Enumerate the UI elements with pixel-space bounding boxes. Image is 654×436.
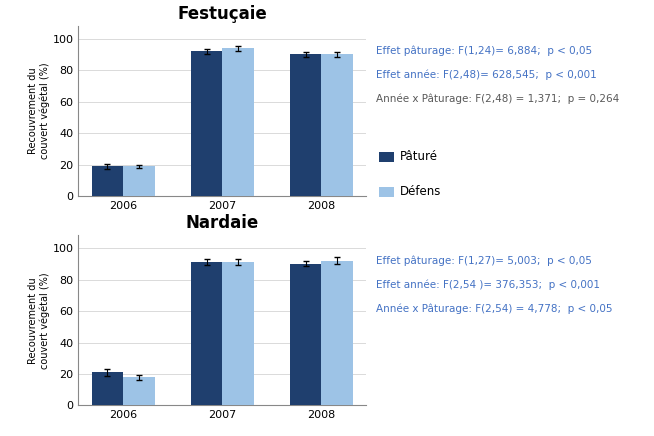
Bar: [322, 54, 353, 196]
Text: Année x Pâturage: F(2,54) = 4,778;  p < 0,05: Année x Pâturage: F(2,54) = 4,778; p < 0…: [376, 303, 613, 313]
Bar: [322, 261, 353, 405]
Bar: [191, 262, 222, 405]
Text: Pâturé: Pâturé: [400, 150, 438, 164]
Text: Effet année: F(2,48)= 628,545;  p < 0,001: Effet année: F(2,48)= 628,545; p < 0,001: [376, 70, 597, 80]
Y-axis label: Recouvrement du
couvert végétal (%): Recouvrement du couvert végétal (%): [27, 272, 50, 369]
Text: Effet pâturage: F(1,27)= 5,003;  p < 0,05: Effet pâturage: F(1,27)= 5,003; p < 0,05: [376, 255, 592, 266]
Bar: [92, 166, 123, 196]
Text: Année x Pâturage: F(2,48) = 1,371;  p = 0,264: Année x Pâturage: F(2,48) = 1,371; p = 0…: [376, 94, 619, 104]
Bar: [290, 264, 322, 405]
Bar: [222, 48, 254, 196]
Text: Défens: Défens: [400, 185, 441, 198]
Text: Effet année: F(2,54 )= 376,353;  p < 0,001: Effet année: F(2,54 )= 376,353; p < 0,00…: [376, 279, 600, 290]
Title: Festuçaie: Festuçaie: [177, 5, 267, 23]
Bar: [123, 377, 155, 405]
Bar: [92, 372, 123, 405]
Bar: [123, 166, 155, 196]
Text: Effet pâturage: F(1,24)= 6,884;  p < 0,05: Effet pâturage: F(1,24)= 6,884; p < 0,05: [376, 46, 592, 56]
Bar: [290, 54, 322, 196]
Y-axis label: Recouvrement du
couvert végétal (%): Recouvrement du couvert végétal (%): [27, 63, 50, 160]
Bar: [191, 51, 222, 196]
Title: Nardaie: Nardaie: [186, 215, 259, 232]
Bar: [222, 262, 254, 405]
